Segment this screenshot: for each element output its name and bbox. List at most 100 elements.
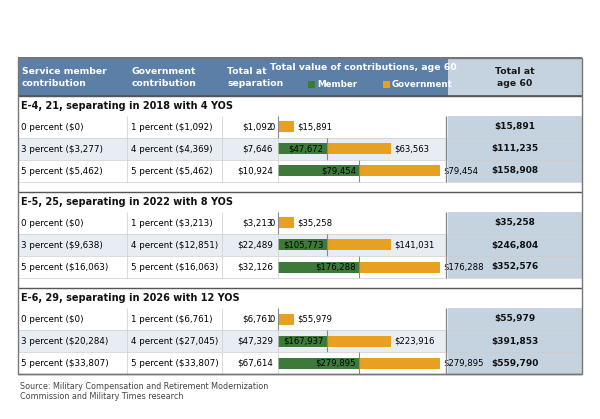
Text: E-6, 29, separating in 2026 with 12 YOS: E-6, 29, separating in 2026 with 12 YOS: [21, 293, 239, 303]
Bar: [359, 261, 440, 272]
Text: separation: separation: [227, 78, 283, 88]
Text: $47,672: $47,672: [289, 145, 323, 153]
Bar: [18, 58, 582, 96]
Bar: [18, 278, 582, 288]
Text: $55,979: $55,979: [297, 315, 332, 323]
Text: 5 percent ($5,462): 5 percent ($5,462): [21, 166, 103, 176]
Text: age 60: age 60: [497, 78, 533, 88]
Text: 5 percent ($5,462): 5 percent ($5,462): [131, 166, 213, 176]
Text: $1,092: $1,092: [242, 122, 273, 132]
Text: $559,790: $559,790: [491, 359, 539, 367]
Bar: [448, 256, 582, 278]
Bar: [326, 336, 391, 347]
Bar: [359, 357, 440, 368]
Text: 0 percent ($0): 0 percent ($0): [21, 315, 83, 323]
Text: 4 percent ($27,045): 4 percent ($27,045): [131, 336, 218, 346]
Text: 0 percent ($0): 0 percent ($0): [21, 122, 83, 132]
Bar: [18, 234, 582, 256]
Bar: [278, 166, 359, 176]
Text: $391,853: $391,853: [491, 336, 539, 346]
Text: 5 percent ($16,063): 5 percent ($16,063): [131, 262, 218, 272]
Bar: [448, 212, 582, 234]
Bar: [18, 58, 582, 374]
Text: $105,773: $105,773: [283, 241, 323, 249]
Text: $22,489: $22,489: [237, 241, 273, 249]
Bar: [18, 330, 582, 352]
Bar: [278, 240, 326, 251]
Text: 4 percent ($4,369): 4 percent ($4,369): [131, 145, 212, 153]
Text: 1 percent ($1,092): 1 percent ($1,092): [131, 122, 212, 132]
Text: $279,895: $279,895: [443, 359, 484, 367]
Bar: [278, 313, 294, 324]
Bar: [18, 352, 582, 374]
Text: 3 percent ($9,638): 3 percent ($9,638): [21, 241, 103, 249]
Text: $10,924: $10,924: [237, 166, 273, 176]
Bar: [278, 261, 359, 272]
Bar: [383, 81, 390, 88]
Bar: [308, 81, 315, 88]
Bar: [278, 217, 294, 228]
Text: $6,761: $6,761: [242, 315, 273, 323]
Text: $79,454: $79,454: [443, 166, 478, 176]
Bar: [18, 160, 582, 182]
Text: Total value of contributions, age 60: Total value of contributions, age 60: [269, 64, 457, 72]
Text: $7,646: $7,646: [242, 145, 273, 153]
Text: Total at: Total at: [227, 67, 266, 75]
Text: $176,288: $176,288: [443, 262, 484, 272]
Text: $246,804: $246,804: [491, 241, 539, 249]
Text: 1 percent ($6,761): 1 percent ($6,761): [131, 315, 212, 323]
Text: $32,126: $32,126: [237, 262, 273, 272]
Text: 3 percent ($3,277): 3 percent ($3,277): [21, 145, 103, 153]
Bar: [278, 357, 359, 368]
Text: 5 percent ($33,807): 5 percent ($33,807): [131, 359, 219, 367]
Text: 0: 0: [269, 218, 275, 228]
Text: Government: Government: [392, 80, 453, 89]
Text: 0: 0: [269, 315, 275, 323]
Text: Source: Military Compensation and Retirement Modernization
Commission and Milita: Source: Military Compensation and Retire…: [20, 382, 268, 401]
Text: $158,908: $158,908: [491, 166, 539, 176]
Text: $63,563: $63,563: [394, 145, 430, 153]
Bar: [448, 138, 582, 160]
Text: $3,213: $3,213: [242, 218, 273, 228]
Text: $35,258: $35,258: [297, 218, 332, 228]
Text: $47,329: $47,329: [237, 336, 273, 346]
Bar: [18, 256, 582, 278]
Bar: [448, 234, 582, 256]
Bar: [278, 336, 326, 347]
Text: E-5, 25, separating in 2022 with 8 YOS: E-5, 25, separating in 2022 with 8 YOS: [21, 197, 233, 207]
Text: $279,895: $279,895: [316, 359, 356, 367]
Text: $141,031: $141,031: [394, 241, 435, 249]
Text: Service member: Service member: [22, 67, 107, 75]
Text: 5 percent ($16,063): 5 percent ($16,063): [21, 262, 109, 272]
Bar: [278, 122, 294, 132]
Bar: [448, 308, 582, 330]
Bar: [18, 212, 582, 234]
Bar: [326, 240, 391, 251]
Text: contribution: contribution: [22, 78, 87, 88]
Text: 5 percent ($33,807): 5 percent ($33,807): [21, 359, 109, 367]
Text: $176,288: $176,288: [316, 262, 356, 272]
Bar: [448, 116, 582, 138]
Bar: [18, 138, 582, 160]
Text: Member: Member: [317, 80, 357, 89]
Bar: [448, 58, 582, 96]
Bar: [448, 160, 582, 182]
Text: 3 percent ($20,284): 3 percent ($20,284): [21, 336, 109, 346]
Text: contribution: contribution: [132, 78, 197, 88]
Bar: [18, 116, 582, 138]
Text: $223,916: $223,916: [394, 336, 435, 346]
Text: 4 percent ($12,851): 4 percent ($12,851): [131, 241, 218, 249]
Bar: [448, 330, 582, 352]
Bar: [359, 166, 440, 176]
Bar: [18, 308, 582, 330]
Bar: [18, 182, 582, 192]
Text: $352,576: $352,576: [491, 262, 539, 272]
Text: E-4, 21, separating in 2018 with 4 YOS: E-4, 21, separating in 2018 with 4 YOS: [21, 101, 233, 111]
Bar: [326, 143, 391, 155]
Text: $79,454: $79,454: [321, 166, 356, 176]
Text: $35,258: $35,258: [494, 218, 535, 228]
Text: Government: Government: [132, 67, 197, 75]
Text: $15,891: $15,891: [494, 122, 536, 132]
Text: 0 percent ($0): 0 percent ($0): [21, 218, 83, 228]
Text: $167,937: $167,937: [283, 336, 323, 346]
